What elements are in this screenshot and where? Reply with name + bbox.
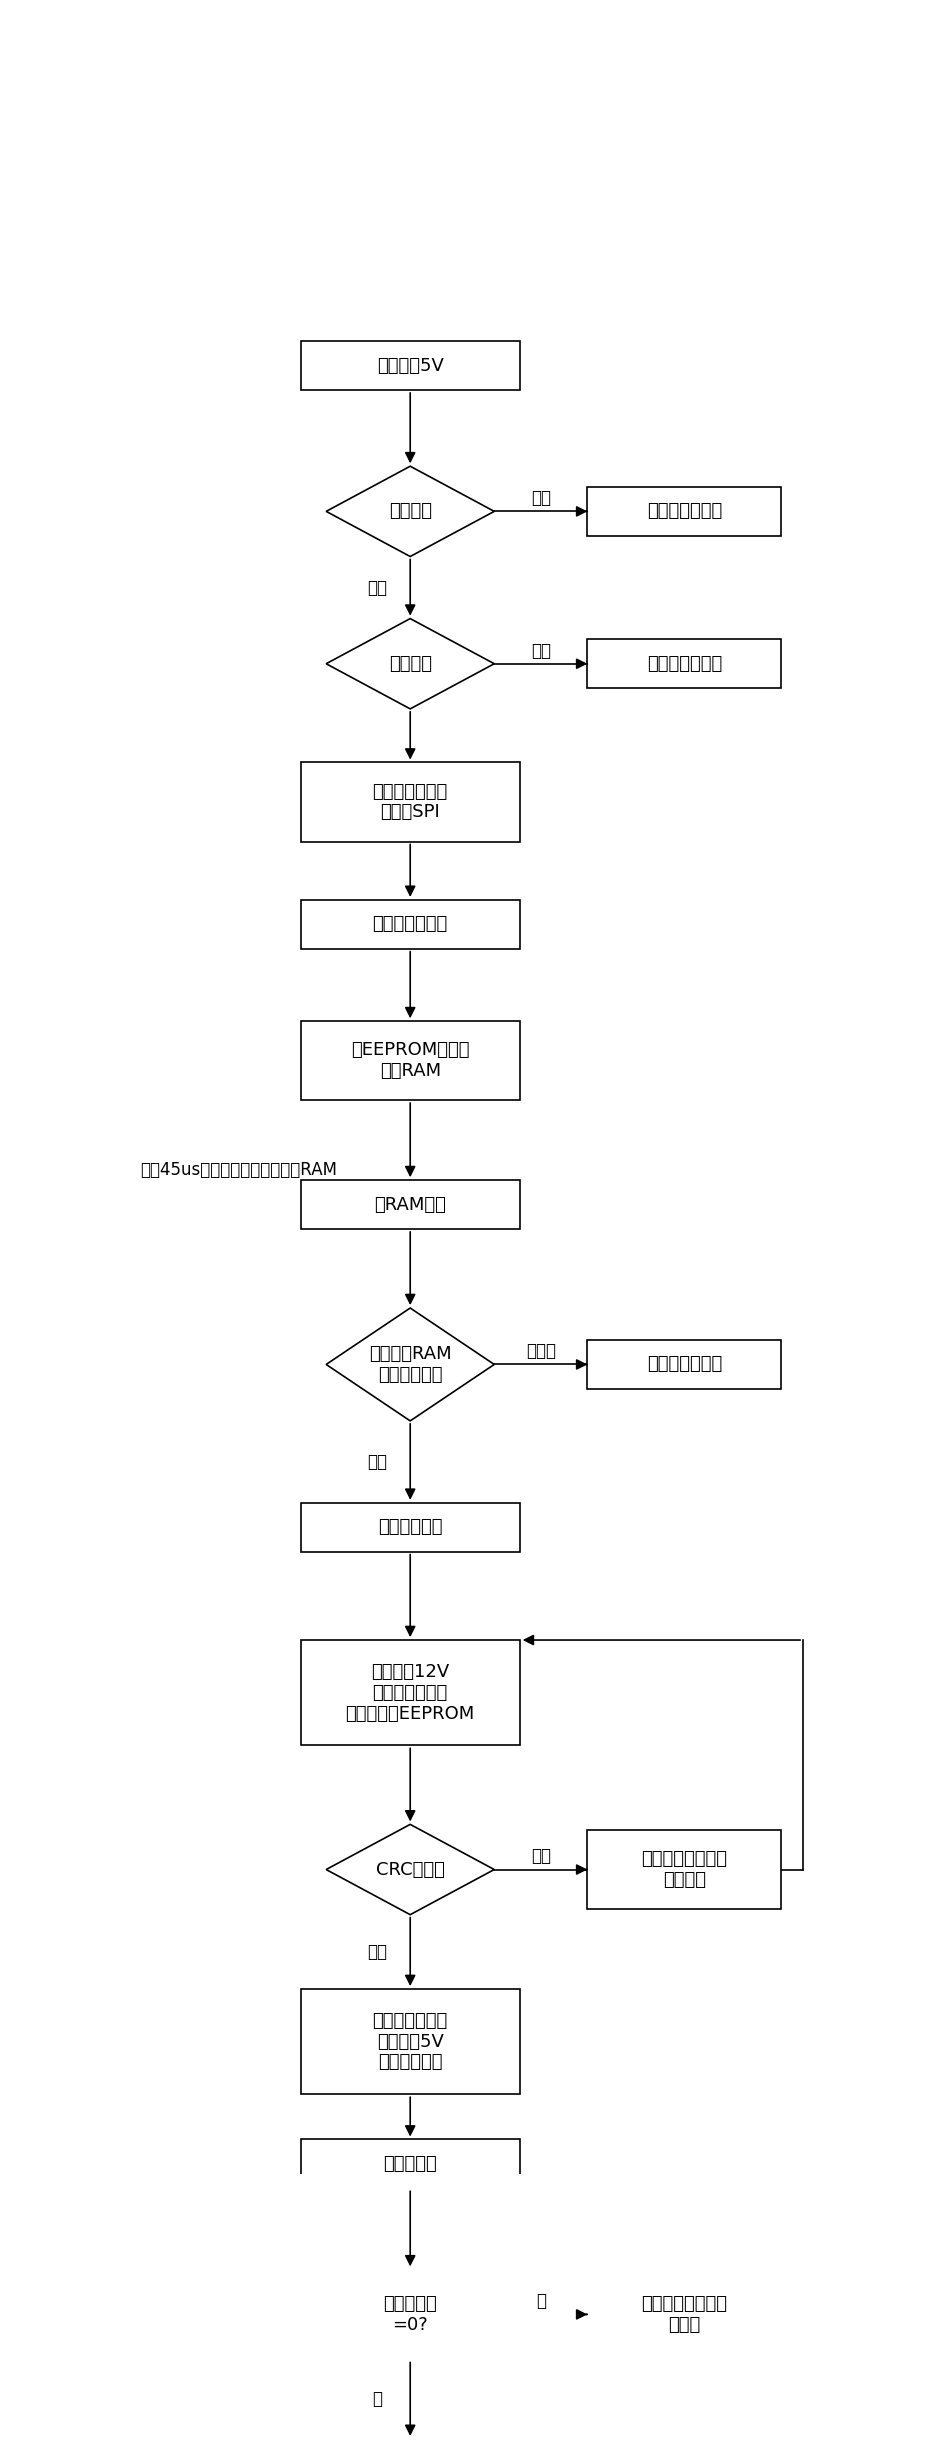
Text: 进入命令读模式: 进入命令读模式 xyxy=(372,916,448,933)
Polygon shape xyxy=(326,1307,494,1422)
FancyBboxPatch shape xyxy=(340,2414,480,2443)
Text: 错误: 错误 xyxy=(531,1847,551,1866)
Text: 红色指示灯常亮: 红色指示灯常亮 xyxy=(647,503,722,520)
Text: 红色指示灯常亮: 红色指示灯常亮 xyxy=(647,655,722,672)
Text: 失败: 失败 xyxy=(531,643,551,660)
Text: 连接芯片: 连接芯片 xyxy=(389,655,432,672)
Text: 设备上电5V: 设备上电5V xyxy=(377,357,443,374)
Polygon shape xyxy=(326,1825,494,1915)
FancyBboxPatch shape xyxy=(301,762,520,840)
Text: CRC校验和: CRC校验和 xyxy=(375,1862,445,1879)
Text: 判定零点値
=0?: 判定零点値 =0? xyxy=(384,2294,437,2333)
Text: 判断读出RAM
数据是否合理: 判断读出RAM 数据是否合理 xyxy=(369,1346,452,1383)
FancyBboxPatch shape xyxy=(301,1180,520,1229)
Text: 延时45us，等待数据被完全写入RAM: 延时45us，等待数据被完全写入RAM xyxy=(140,1160,337,1180)
FancyBboxPatch shape xyxy=(301,1502,520,1551)
Text: 是: 是 xyxy=(372,2389,382,2409)
FancyBboxPatch shape xyxy=(587,640,781,689)
Text: 合理: 合理 xyxy=(368,1454,388,1471)
Text: 成功: 成功 xyxy=(368,579,388,596)
Text: 扫描芯片: 扫描芯片 xyxy=(389,503,432,520)
FancyBboxPatch shape xyxy=(301,1989,520,2094)
Polygon shape xyxy=(326,618,494,708)
Text: 红色、绿色指示灯
交替闪烁: 红色、绿色指示灯 交替闪烁 xyxy=(641,1849,727,1888)
Text: 否: 否 xyxy=(536,2292,546,2311)
FancyBboxPatch shape xyxy=(587,2274,781,2355)
Text: 读RAM数据: 读RAM数据 xyxy=(374,1195,446,1214)
Text: 切换电源12V
进入命令写模式
写标定値到EEPROM: 切换电源12V 进入命令写模式 写标定値到EEPROM xyxy=(345,1664,475,1722)
Text: 绿色指示灯常亮
初始化SPI: 绿色指示灯常亮 初始化SPI xyxy=(372,782,448,821)
FancyBboxPatch shape xyxy=(301,899,520,948)
Text: 红色指示灯闪烁: 红色指示灯闪烁 xyxy=(647,1356,722,1373)
FancyBboxPatch shape xyxy=(301,2140,520,2189)
Polygon shape xyxy=(326,2270,494,2360)
FancyBboxPatch shape xyxy=(301,1639,520,1744)
Text: 失败: 失败 xyxy=(531,489,551,508)
Polygon shape xyxy=(326,467,494,557)
FancyBboxPatch shape xyxy=(301,1021,520,1099)
Text: 绿色指示灯闪烁
切换电源5V
进入正常模式: 绿色指示灯闪烁 切换电源5V 进入正常模式 xyxy=(372,2013,448,2072)
Text: 正确: 正确 xyxy=(368,1942,388,1962)
Text: 不吆理: 不吆理 xyxy=(526,1341,555,1361)
Text: 自动计算零点差値
并保存: 自动计算零点差値 并保存 xyxy=(641,2294,727,2333)
Text: 读取零点値: 读取零点値 xyxy=(384,2155,437,2172)
Text: 将EEPROM数据拷
贝到RAM: 将EEPROM数据拷 贝到RAM xyxy=(351,1041,470,1080)
FancyBboxPatch shape xyxy=(587,1341,781,1390)
FancyBboxPatch shape xyxy=(587,486,781,535)
FancyBboxPatch shape xyxy=(301,342,520,391)
FancyBboxPatch shape xyxy=(587,1830,781,1908)
Text: 绿色指示闪烁: 绿色指示闪烁 xyxy=(378,1517,442,1537)
